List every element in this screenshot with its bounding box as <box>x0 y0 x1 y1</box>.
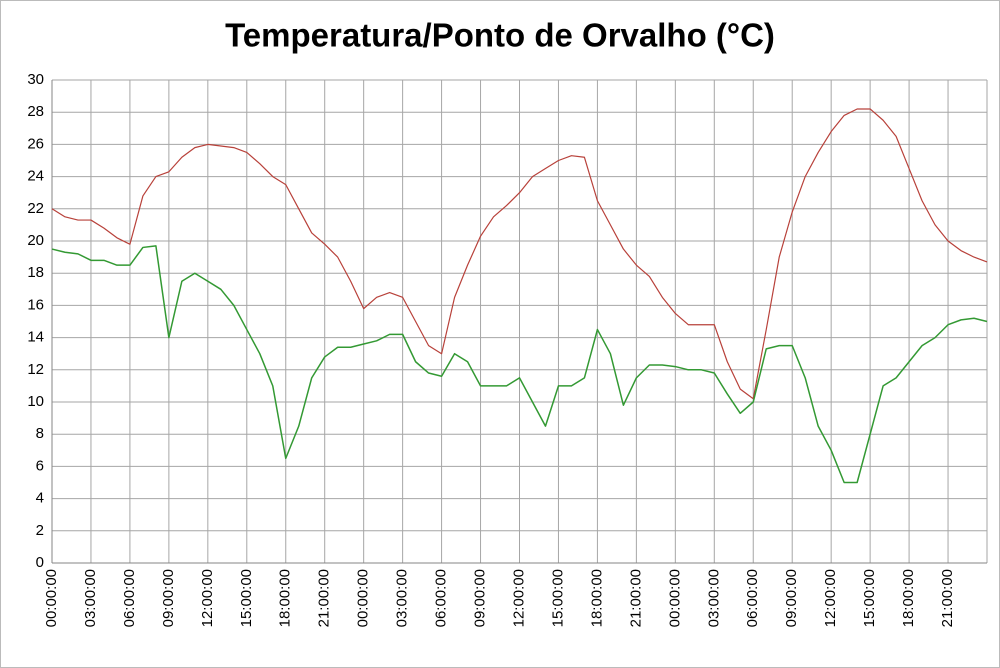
x-tick-label: 00:00:00 <box>666 569 683 627</box>
y-tick-label: 6 <box>36 457 44 474</box>
y-tick-label: 22 <box>27 200 44 217</box>
y-tick-label: 2 <box>36 522 44 539</box>
x-tick-label: 09:00:00 <box>472 569 489 627</box>
x-tick-label: 12:00:00 <box>822 569 839 627</box>
x-tick-label: 21:00:00 <box>627 569 644 627</box>
y-tick-label: 26 <box>27 135 44 152</box>
y-tick-label: 24 <box>27 168 44 185</box>
y-tick-label: 28 <box>27 103 44 120</box>
x-tick-label: 06:00:00 <box>744 569 761 627</box>
y-tick-label: 8 <box>36 425 44 442</box>
x-tick-label: 00:00:00 <box>43 569 60 627</box>
y-tick-label: 14 <box>27 329 44 346</box>
x-tick-label: 18:00:00 <box>277 569 294 627</box>
x-tick-label: 03:00:00 <box>82 569 99 627</box>
y-tick-label: 12 <box>27 361 44 378</box>
x-tick-label: 09:00:00 <box>783 569 800 627</box>
y-tick-label: 0 <box>36 554 44 571</box>
x-tick-label: 18:00:00 <box>900 569 917 627</box>
x-tick-label: 15:00:00 <box>238 569 255 627</box>
x-tick-label: 03:00:00 <box>394 569 411 627</box>
y-tick-label: 10 <box>27 393 44 410</box>
y-tick-label: 20 <box>27 232 44 249</box>
x-tick-label: 18:00:00 <box>588 569 605 627</box>
y-tick-label: 4 <box>36 490 44 507</box>
x-tick-label: 12:00:00 <box>510 569 527 627</box>
series-line <box>51 108 988 400</box>
chart-title: Temperatura/Ponto de Orvalho (°C) <box>225 17 775 54</box>
x-tick-label: 00:00:00 <box>355 569 372 627</box>
y-tick-label: 18 <box>27 264 44 281</box>
y-tick-label: 30 <box>27 71 44 88</box>
x-tick-label: 09:00:00 <box>160 569 177 627</box>
x-tick-label: 12:00:00 <box>199 569 216 627</box>
x-tick-label: 21:00:00 <box>939 569 956 627</box>
y-tick-label: 16 <box>27 296 44 313</box>
x-tick-label: 03:00:00 <box>705 569 722 627</box>
x-tick-label: 21:00:00 <box>316 569 333 627</box>
x-tick-label: 06:00:00 <box>433 569 450 627</box>
x-tick-label: 06:00:00 <box>121 569 138 627</box>
series-line <box>51 245 988 484</box>
x-tick-label: 15:00:00 <box>549 569 566 627</box>
x-tick-label: 15:00:00 <box>861 569 878 627</box>
